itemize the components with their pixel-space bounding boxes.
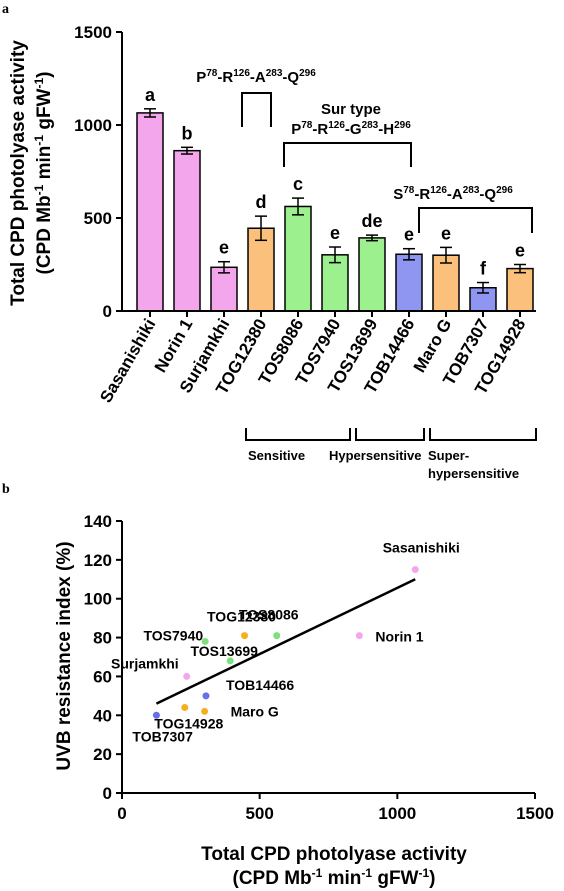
annotation-type1: P78-R126-A283-Q296 — [196, 68, 316, 86]
point-label: Surjamkhi — [111, 655, 179, 671]
group-bracket-hypersensitive — [355, 428, 425, 441]
axes: 0 20 40 60 80 100 120 140 0 500 1000 1500 — [84, 512, 554, 823]
annotation-surtype-title: Sur type — [321, 101, 381, 118]
y-tick-label: 1500 — [74, 23, 112, 42]
scatter-point — [183, 672, 191, 680]
point-label: TOS8086 — [239, 607, 299, 623]
point-label: Sasanishiki — [383, 540, 460, 556]
significance-letter: f — [480, 259, 487, 279]
b-x-tick-label: 0 — [117, 804, 126, 823]
b-x-axis-title-line1: Total CPD photolyase activity — [201, 844, 467, 865]
scatter-point — [201, 707, 209, 715]
point-label: TOG14928 — [154, 716, 223, 732]
b-x-tick-label: 1500 — [516, 804, 554, 823]
y-tick-label: 1000 — [74, 116, 112, 135]
point-label: TOS13699 — [190, 643, 258, 659]
significance-letter: d — [256, 192, 267, 212]
trendline — [155, 578, 416, 705]
significance-letter: e — [515, 241, 525, 261]
bar — [210, 266, 238, 312]
annotation-surtype: P78-R126-G283-H296 — [291, 120, 411, 138]
b-y-axis-title: UVB resistance index (%) — [54, 541, 75, 770]
b-x-tick-label: 500 — [245, 804, 273, 823]
group-bracket-sensitive — [245, 428, 351, 441]
category-label: Sasanishiki — [96, 316, 159, 407]
y-tick-label: 0 — [103, 302, 112, 321]
b-y-tick-label: 20 — [93, 745, 112, 764]
bar — [321, 254, 349, 312]
bracket-type1 — [241, 92, 272, 127]
significance-letter: e — [330, 223, 340, 243]
significance-letter: e — [404, 225, 414, 245]
b-y-tick-label: 60 — [93, 667, 112, 686]
bar — [173, 149, 201, 312]
scatter-point — [201, 637, 209, 645]
significance-letters: a b e d c e de e e f e — [145, 85, 525, 279]
y-axis-title-line1: Total CPD photolyase activity — [8, 40, 29, 306]
scatter-point — [273, 632, 281, 640]
scatter-point — [202, 692, 210, 700]
panel-b-letter: b — [2, 482, 10, 497]
scatter-point — [411, 566, 419, 574]
point-label: TOB7307 — [132, 728, 193, 744]
bar — [136, 112, 164, 312]
bar — [284, 205, 312, 312]
b-x-tick-label: 1000 — [378, 804, 416, 823]
b-x-axis-title-line2: (CPD Mb-1 min-1 gFW-1) — [233, 866, 436, 889]
b-y-tick-label: 40 — [93, 706, 112, 725]
significance-letter: b — [182, 123, 193, 143]
bracket-surtype — [283, 142, 412, 167]
group-label-superhyper-1: Super- — [428, 448, 469, 463]
scatter-chart: 0 20 40 60 80 100 120 140 0 500 1000 1500 Sasanishi… — [54, 512, 554, 889]
panel-a-letter: a — [2, 2, 9, 17]
trend-line — [155, 578, 416, 705]
bracket-type3 — [418, 207, 533, 233]
group-label-superhyper-2: hypersensitive — [428, 466, 519, 481]
group-bracket-superhypersensitive — [429, 428, 537, 441]
y-axis-title-line2: (CPD Mb-1 min-1 gFW-1) — [32, 72, 55, 275]
scatter-points: Sasanishiki Norin 1 Surjamkhi TOG12380TOS80… — [111, 540, 460, 745]
significance-letter: e — [219, 238, 229, 258]
b-y-tick-label: 120 — [84, 551, 112, 570]
bar — [247, 227, 275, 312]
bar-series — [136, 108, 534, 317]
group-label-sensitive: Sensitive — [248, 448, 305, 463]
b-y-tick-label: 140 — [84, 512, 112, 531]
bar — [506, 267, 534, 312]
scatter-point — [181, 704, 189, 712]
b-y-tick-label: 0 — [103, 784, 112, 803]
scatter-point — [226, 657, 234, 665]
significance-letter: e — [441, 223, 451, 243]
y-tick-label: 500 — [84, 209, 112, 228]
scatter-point — [152, 711, 160, 719]
significance-letter: a — [145, 85, 156, 105]
point-label: TOB14466 — [226, 677, 294, 693]
group-label-hypersensitive: Hypersensitive — [329, 448, 422, 463]
point-label: TOG12380 — [207, 609, 276, 625]
bar — [358, 237, 386, 312]
scatter-point — [355, 632, 363, 640]
scatter-point — [241, 632, 249, 640]
significance-letter: c — [293, 174, 303, 194]
point-label: TOS7940 — [143, 627, 203, 643]
bar — [395, 253, 423, 312]
point-label: Maro G — [231, 703, 279, 719]
point-label: Norin 1 — [375, 629, 423, 645]
significance-letter: de — [361, 211, 382, 231]
b-y-tick-label: 80 — [93, 629, 112, 648]
annotation-type3: S78-R126-A283-Q296 — [393, 185, 513, 203]
b-y-tick-label: 100 — [84, 590, 112, 609]
y-axis: 0 500 1000 1500 — [74, 23, 536, 321]
